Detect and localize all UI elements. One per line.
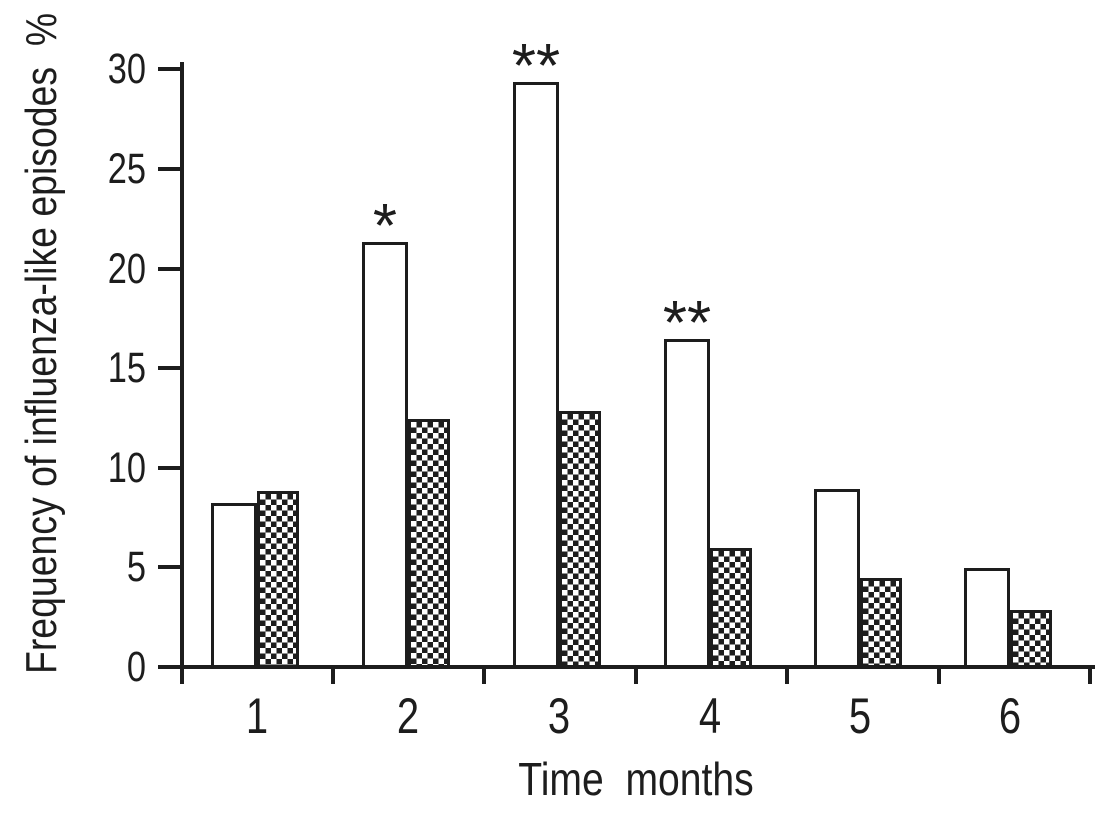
x-tick-mark (482, 665, 486, 684)
y-tick-mark (158, 366, 182, 371)
y-tick-label: 25 (107, 145, 146, 193)
y-tick-label: 10 (107, 443, 146, 492)
bar-checkered-month-3 (559, 411, 601, 668)
y-tick-label: 20 (107, 244, 146, 293)
x-tick-mark (634, 665, 638, 684)
x-tick-mark (937, 665, 941, 684)
bar-open-month-4 (664, 339, 710, 668)
x-category-label: 6 (998, 688, 1022, 744)
bar-open-month-3 (513, 82, 559, 668)
y-tick-label: 30 (107, 45, 146, 94)
x-tick-mark (1088, 665, 1092, 684)
bar-checkered-month-5 (860, 578, 902, 668)
bar-checkered-month-4 (710, 548, 752, 668)
y-tick-label: 0 (126, 643, 146, 691)
x-tick-mark (331, 665, 335, 684)
bar-open-month-5 (814, 489, 860, 668)
y-tick-label: 5 (126, 543, 146, 592)
y-axis-line (180, 62, 184, 669)
bar-open-month-1 (211, 503, 257, 668)
y-tick-label: 15 (107, 344, 146, 393)
x-category-label: 2 (396, 688, 420, 744)
x-tick-mark (180, 665, 184, 684)
x-tick-mark (785, 665, 789, 684)
bar-checkered-month-6 (1010, 610, 1052, 668)
x-category-label: 4 (698, 688, 722, 744)
bar-open-month-6 (964, 568, 1010, 668)
x-category-label: 3 (547, 688, 571, 744)
bar-checkered-month-2 (408, 419, 450, 668)
y-tick-mark (158, 67, 182, 72)
y-tick-mark (158, 465, 182, 470)
significance-marker-month-4: ** (662, 289, 712, 358)
x-axis-title: Time months (518, 753, 754, 805)
y-tick-mark (158, 565, 182, 570)
significance-marker-month-2: * (372, 192, 398, 261)
x-category-label: 5 (848, 688, 872, 744)
y-tick-mark (158, 167, 182, 171)
significance-marker-month-3: ** (511, 32, 561, 101)
bar-checkered-month-1 (257, 491, 299, 668)
x-category-label: 1 (245, 688, 269, 744)
x-axis-line (158, 665, 1095, 669)
bar-open-month-2 (362, 242, 408, 668)
y-tick-mark (158, 266, 182, 271)
